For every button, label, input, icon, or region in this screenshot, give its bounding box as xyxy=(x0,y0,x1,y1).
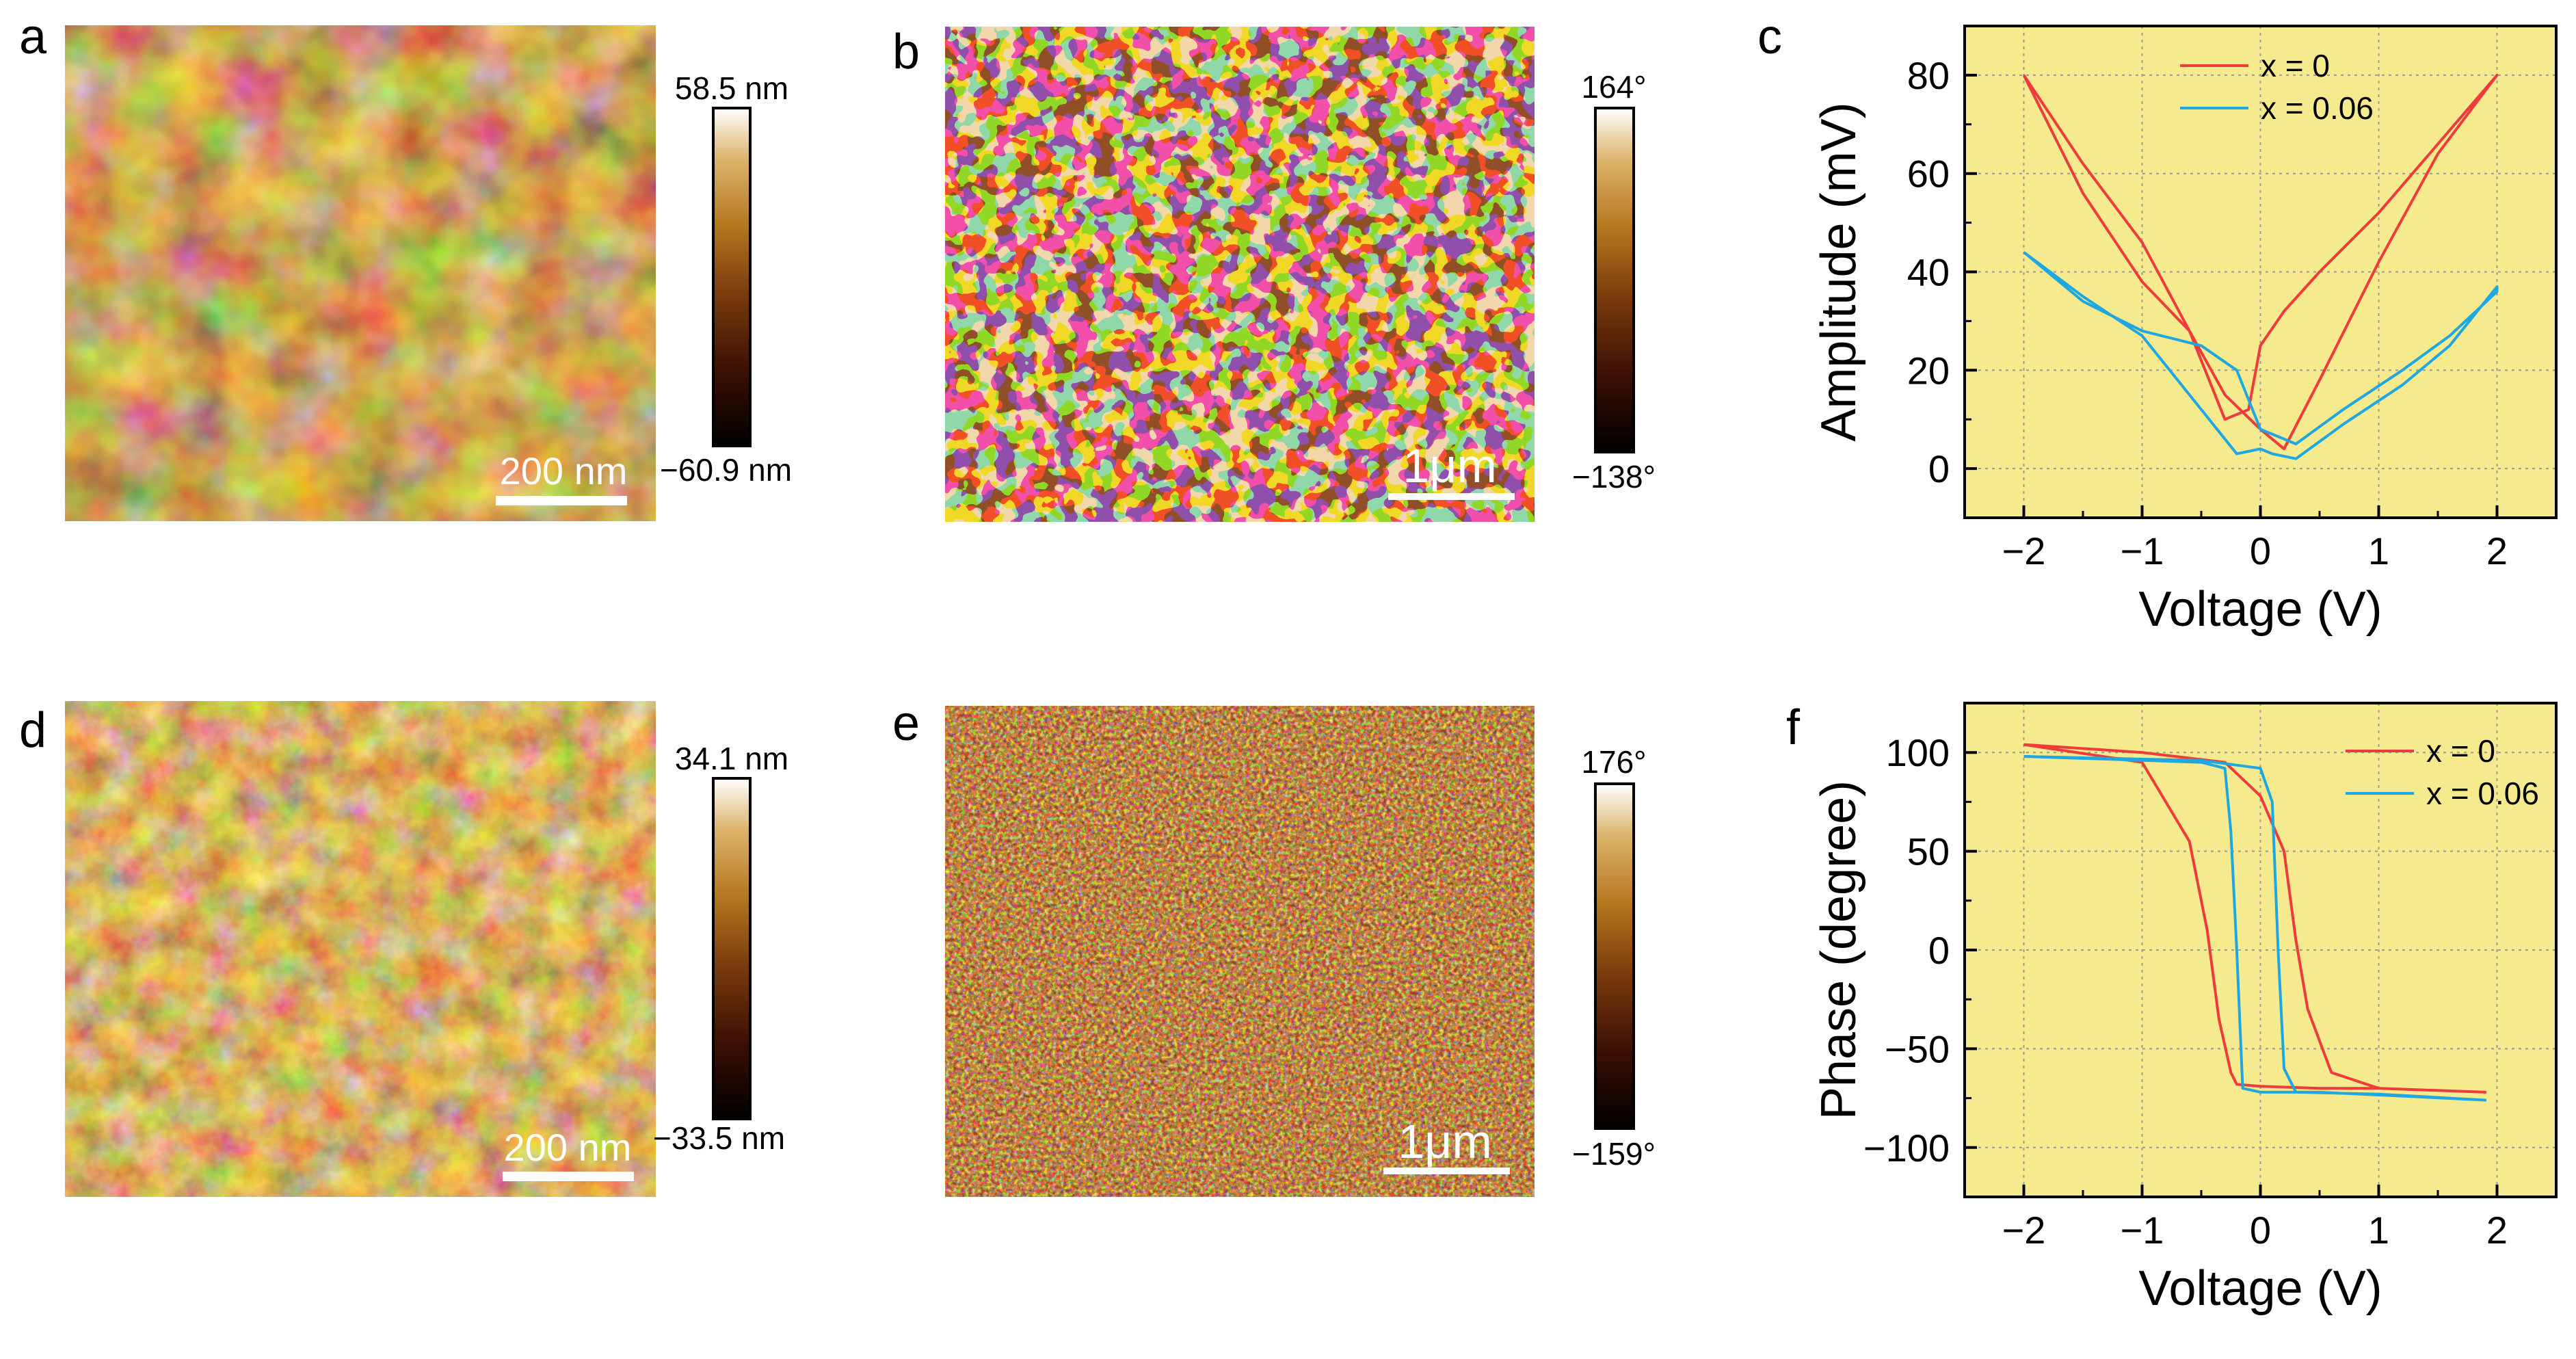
chart-c-xtick-label-2: 0 xyxy=(2250,529,2271,572)
chart-c-legend-label-0: x = 0 xyxy=(2261,48,2330,83)
chart-c-xlabel: Voltage (V) xyxy=(2138,582,2382,637)
chart-c-ytick-label-1: 20 xyxy=(1907,349,1950,392)
colorbar-a xyxy=(712,107,752,447)
afm-image-a xyxy=(65,25,656,521)
chart-f-xtick-label-1: −1 xyxy=(2121,1209,2164,1252)
panel-letter-c: c xyxy=(1757,10,1782,64)
chart-f-legend-label-0: x = 0 xyxy=(2426,733,2495,769)
afm-image-d xyxy=(65,701,656,1197)
chart-f-legend-label-1: x = 0.06 xyxy=(2426,776,2539,811)
panel-b: b 1μm 164° −138° xyxy=(892,25,1656,522)
panel-d: d 200 nm 34.1 nm −33.5 nm xyxy=(19,701,788,1197)
chart-c-ytick-label-0: 0 xyxy=(1928,447,1950,490)
chart-f-xtick-label-4: 2 xyxy=(2486,1209,2508,1252)
colorbar-b xyxy=(1594,107,1635,453)
chart-f-xtick-label-0: −2 xyxy=(2002,1209,2046,1252)
chart-phase: −2 −1 0 1 2 −100 −50 0 50 100 Voltage (V) Phase (de… xyxy=(1811,702,2558,1316)
chart-c-xtick-label-4: 2 xyxy=(2486,529,2508,572)
chart-f-ytick-label-2: 0 xyxy=(1928,929,1950,972)
scale-bar-label-a: 200 nm xyxy=(500,449,628,492)
chart-c-ylabel: Amplitude (mV) xyxy=(1811,102,1866,441)
chart-c-ytick-label-3: 60 xyxy=(1907,153,1950,196)
chart-f-xtick-label-2: 0 xyxy=(2250,1209,2271,1252)
colorbar-max-b: 164° xyxy=(1581,69,1646,105)
chart-c-series-line-0 xyxy=(2022,73,2499,451)
chart-f-xlabel: Voltage (V) xyxy=(2138,1261,2382,1316)
chart-f-series-line-1 xyxy=(2023,755,2487,1102)
chart-f-ytick-label-1: −50 xyxy=(1885,1027,1950,1070)
panel-f: f −2 −1 0 1 2 −100 −50 0 50 100 Voltage (V) Phase (… xyxy=(1786,700,2558,1316)
chart-f-ytick-label-3: 50 xyxy=(1907,830,1950,873)
chart-c-legend-label-1: x = 0.06 xyxy=(2261,90,2374,126)
chart-c-xtick-label-1: −1 xyxy=(2121,529,2164,572)
colorbar-min-d: −33.5 nm xyxy=(653,1120,785,1156)
phase-image-e xyxy=(945,706,1535,1197)
chart-f-ytick-label-4: 100 xyxy=(1886,731,1950,774)
colorbar-e xyxy=(1594,782,1635,1130)
panel-letter-f: f xyxy=(1786,700,1801,755)
phase-image-b xyxy=(945,27,1535,522)
colorbar-max-e: 176° xyxy=(1581,744,1646,780)
chart-c-series-line-1 xyxy=(2023,251,2499,460)
colorbar-min-b: −138° xyxy=(1572,459,1656,494)
colorbar-min-e: −159° xyxy=(1572,1136,1656,1172)
scale-bar-label-e: 1μm xyxy=(1398,1115,1492,1168)
panel-e: e 1μm 176° −159° xyxy=(892,696,1656,1197)
colorbar-max-d: 34.1 nm xyxy=(675,741,788,776)
chart-c-ytick-label-2: 40 xyxy=(1907,251,1950,294)
chart-f-ylabel: Phase (degree) xyxy=(1811,780,1866,1120)
chart-c-xtick-label-3: 1 xyxy=(2368,529,2389,572)
colorbar-d xyxy=(712,777,752,1120)
chart-f-ytick-label-0: −100 xyxy=(1863,1126,1950,1170)
panel-letter-d: d xyxy=(19,703,47,758)
chart-c-ytick-label-4: 80 xyxy=(1907,54,1950,97)
colorbar-min-a: −60.9 nm xyxy=(660,452,792,488)
chart-c-xtick-label-0: −2 xyxy=(2002,529,2046,572)
chart-f-xtick-label-3: 1 xyxy=(2368,1209,2389,1252)
scale-bar-label-d: 200 nm xyxy=(504,1126,632,1169)
colorbar-max-a: 58.5 nm xyxy=(675,70,788,106)
panel-letter-b: b xyxy=(892,25,920,79)
scale-bar-label-b: 1μm xyxy=(1403,439,1497,492)
panel-letter-e: e xyxy=(892,696,920,751)
panel-letter-a: a xyxy=(19,10,47,64)
panel-a: a 200 nm 58.5 nm −60.9 nm xyxy=(19,10,792,521)
chart-f-series-line-0 xyxy=(2023,743,2487,1094)
